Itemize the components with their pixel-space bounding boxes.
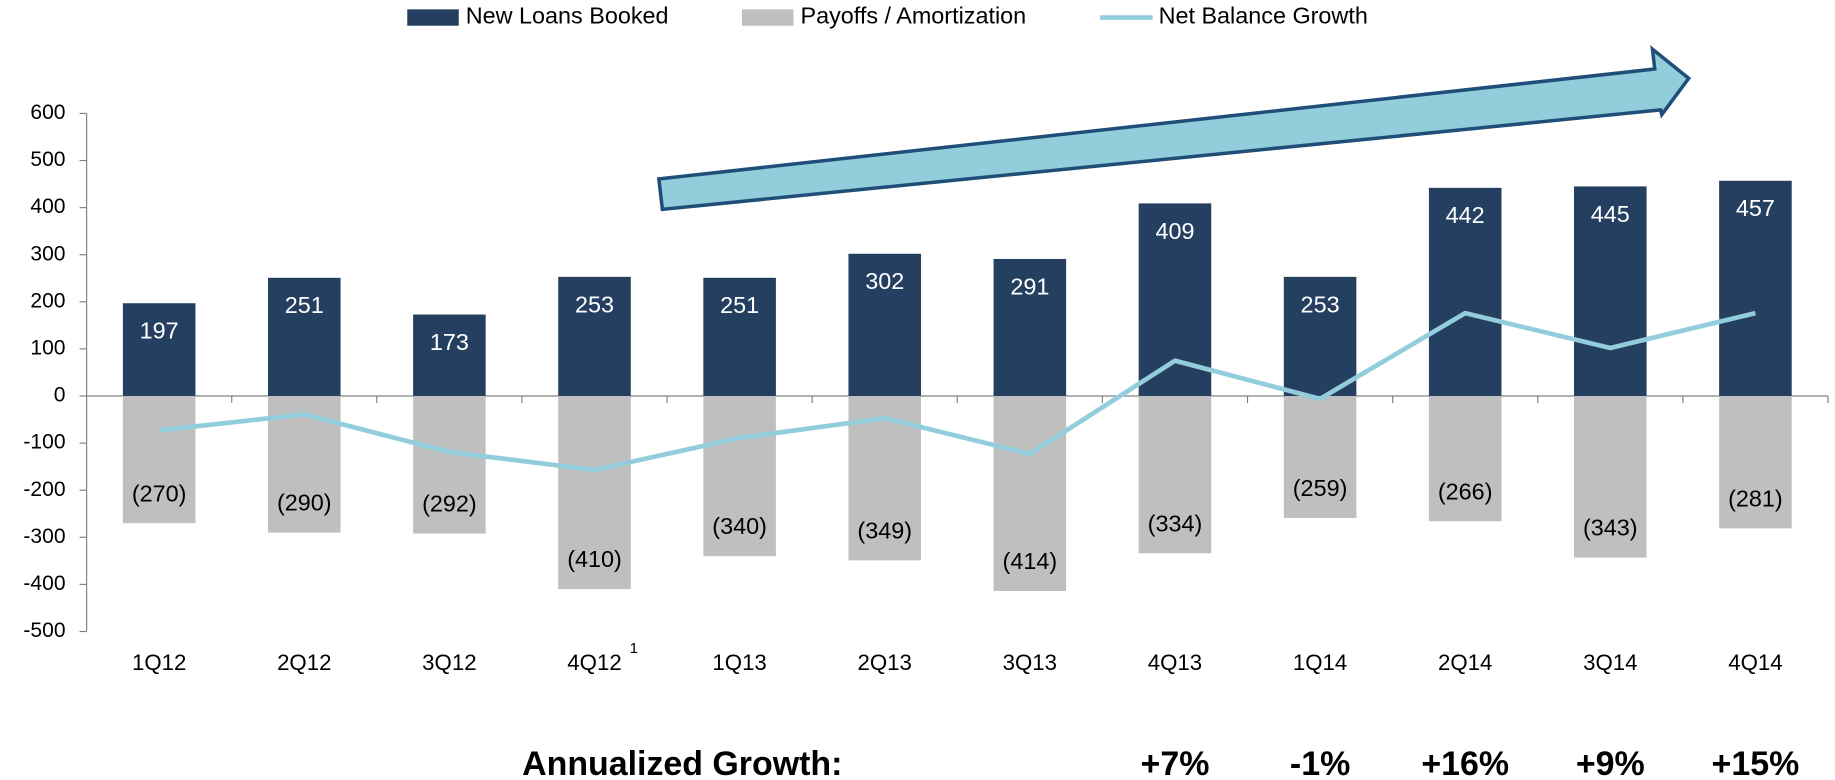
bar (1428, 396, 1502, 522)
line (158, 310, 1756, 473)
data-label: (292) (422, 491, 477, 517)
data-label: 173 (430, 329, 469, 355)
trend-arrow (656, 45, 1692, 212)
data-label: 457 (1736, 195, 1775, 221)
growth-label: +16% (1421, 745, 1509, 780)
y-tick-label: 200 (30, 289, 65, 312)
data-label: (334) (1148, 510, 1203, 536)
bar (413, 396, 486, 534)
x-tick-label: 4Q14 (1728, 650, 1782, 675)
y-tick-label: -400 (23, 572, 65, 595)
y-tick-label: -300 (23, 525, 65, 548)
data-label: 291 (1010, 273, 1049, 299)
x-tick-label: 4Q12 (567, 650, 621, 675)
legend-label: Payoffs / Amortization (800, 3, 1026, 29)
bar (267, 277, 341, 397)
legend-swatch (741, 9, 794, 26)
x-tick-footnote: 1 (630, 640, 638, 657)
y-tick-label: -200 (23, 478, 65, 501)
data-label: 302 (865, 268, 904, 294)
y-tick-label: 0 (54, 384, 66, 407)
data-label: (259) (1293, 475, 1348, 501)
bar (703, 277, 776, 397)
legend-label: Net Balance Growth (1159, 3, 1368, 29)
data-label: 445 (1591, 201, 1630, 227)
data-label: 251 (285, 292, 324, 318)
x-tick-label: 3Q14 (1583, 650, 1637, 675)
bar (122, 303, 196, 397)
bar (1283, 396, 1357, 518)
y-tick-label: -100 (23, 431, 65, 454)
bar (1138, 203, 1212, 397)
y-tick-label: 300 (30, 242, 65, 265)
x-tick-label: 4Q13 (1148, 650, 1202, 675)
data-label: (410) (567, 546, 622, 572)
y-tick-label: 600 (30, 101, 65, 124)
data-label: (343) (1583, 515, 1638, 541)
bar (122, 396, 196, 524)
data-label: (340) (712, 513, 767, 539)
x-tick-label: 3Q13 (1003, 650, 1057, 675)
legend-label: New Loans Booked (466, 3, 669, 29)
data-label: (414) (1003, 548, 1058, 574)
bar (993, 258, 1067, 397)
growth-label: +15% (1712, 745, 1800, 780)
data-label: 251 (720, 292, 759, 318)
legend-swatch (407, 9, 459, 26)
y-tick-label: -500 (23, 619, 65, 642)
bar (1283, 276, 1357, 397)
bar (1719, 396, 1792, 529)
x-tick-label: 1Q13 (712, 650, 766, 675)
data-label: (281) (1728, 485, 1783, 511)
bar (558, 276, 631, 397)
bar (1574, 396, 1647, 558)
data-label: 409 (1155, 218, 1194, 244)
y-tick-label: 400 (30, 195, 65, 218)
data-label: 253 (1301, 291, 1340, 317)
bar (993, 396, 1067, 591)
data-label: (290) (277, 490, 332, 516)
growth-label: +9% (1576, 745, 1645, 780)
bar (703, 396, 776, 557)
bar (1719, 180, 1792, 397)
data-label: (270) (132, 480, 187, 506)
data-label: 197 (140, 318, 179, 344)
x-tick-label: 3Q12 (422, 650, 476, 675)
data-label: (266) (1438, 478, 1493, 504)
bar (558, 396, 631, 590)
y-tick-label: 100 (30, 336, 65, 359)
x-tick-label: 2Q14 (1438, 650, 1492, 675)
data-label: 442 (1446, 202, 1485, 228)
x-tick-label: 1Q14 (1293, 650, 1347, 675)
bar (1138, 396, 1212, 554)
bar (848, 253, 922, 397)
growth-label: +7% (1141, 745, 1210, 780)
data-label: (349) (857, 517, 912, 543)
bar (1428, 187, 1502, 397)
x-tick-label: 2Q13 (858, 650, 912, 675)
data-label: 253 (575, 291, 614, 317)
bar (1574, 186, 1647, 397)
x-tick-label: 1Q12 (132, 650, 186, 675)
bar (413, 314, 486, 397)
x-tick-label: 2Q12 (277, 650, 331, 675)
growth-label: -1% (1290, 745, 1350, 780)
growth-title: Annualized Growth: (522, 745, 842, 780)
y-tick-label: 500 (30, 148, 65, 171)
